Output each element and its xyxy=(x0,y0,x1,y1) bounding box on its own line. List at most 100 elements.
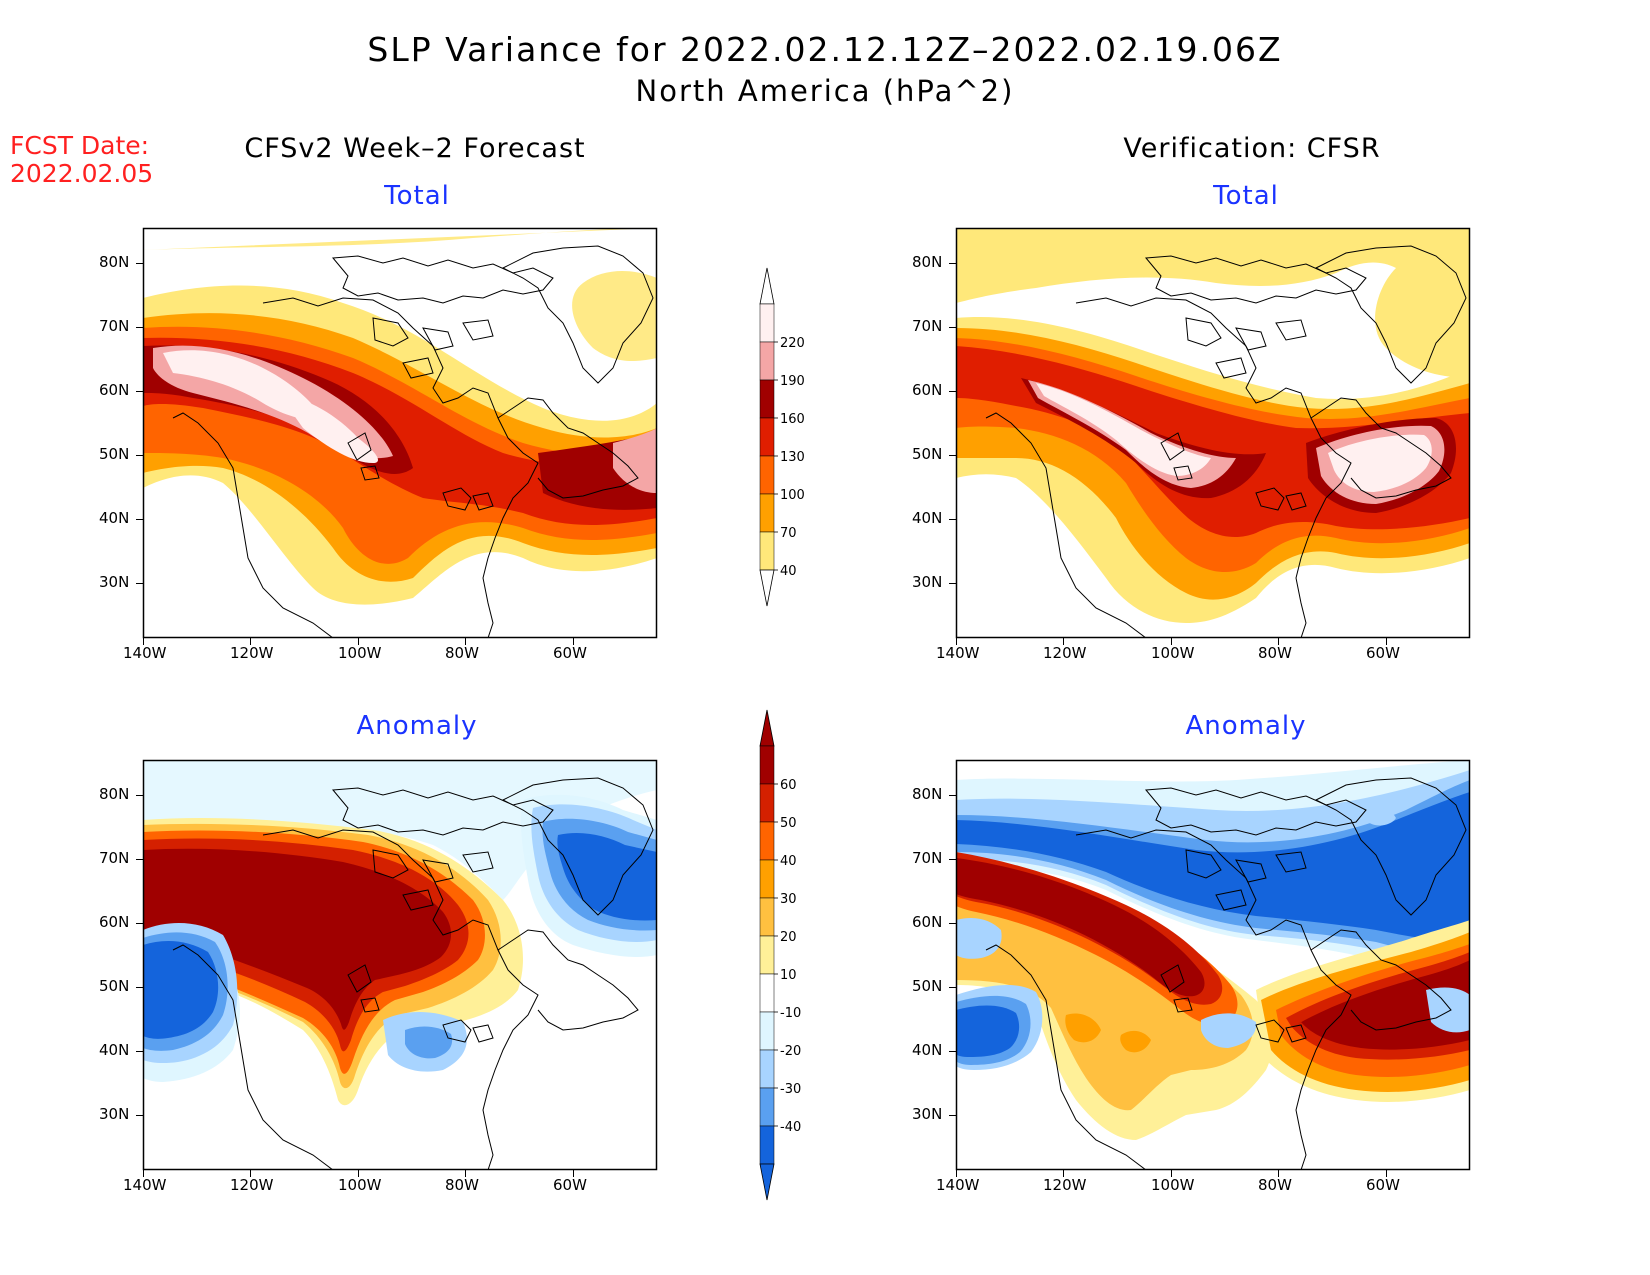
colorbar-swatch xyxy=(760,860,774,898)
colorbar-swatch xyxy=(760,1088,774,1126)
map-forecast-total xyxy=(143,228,657,642)
colorbar-swatch xyxy=(760,342,774,380)
lat-tick-mark xyxy=(949,391,956,392)
lat-tick-label: 70N xyxy=(99,317,129,335)
lat-tick-mark xyxy=(136,455,143,456)
colorbar-level-label: 40 xyxy=(780,564,797,579)
colorbar-level-label: 10 xyxy=(780,968,797,983)
colorbar-level-label: -30 xyxy=(780,1082,801,1097)
colorbar-swatch xyxy=(760,456,774,494)
colorbar-swatch xyxy=(760,746,774,784)
colorbar-level-label: 70 xyxy=(780,526,797,541)
lon-tick-label: 100W xyxy=(338,1176,381,1194)
lon-tick-mark xyxy=(143,1170,144,1177)
colorbar-swatch xyxy=(760,1126,774,1164)
lon-tick-label: 60W xyxy=(1366,1176,1400,1194)
lon-tick-mark xyxy=(250,1170,251,1177)
lon-tick-label: 80W xyxy=(1258,644,1292,662)
lon-tick-mark xyxy=(573,638,574,645)
lat-tick-mark xyxy=(949,923,956,924)
lat-tick-label: 30N xyxy=(912,1105,942,1123)
lon-tick-mark xyxy=(358,1170,359,1177)
panel-title-fcst-anomaly: Anomaly xyxy=(117,711,717,741)
lon-tick-label: 80W xyxy=(445,644,479,662)
lat-tick-label: 60N xyxy=(99,913,129,931)
colorbar-level-label: -20 xyxy=(780,1044,801,1059)
colorbar-swatch xyxy=(760,784,774,822)
colorbar-anomaly: 605040302010-10-20-30-40 xyxy=(760,710,830,1204)
colorbar-level-label: -10 xyxy=(780,1006,801,1021)
colorbar-level-label: 100 xyxy=(780,488,805,503)
lon-tick-label: 120W xyxy=(1043,644,1086,662)
lat-tick-label: 30N xyxy=(99,1105,129,1123)
lat-tick-mark xyxy=(136,583,143,584)
colorbar-bottom-arrow xyxy=(760,570,774,606)
verification-column-title: Verification: CFSR xyxy=(952,133,1552,164)
colorbar-swatch xyxy=(760,380,774,418)
lon-tick-label: 140W xyxy=(936,644,979,662)
lat-tick-label: 40N xyxy=(99,509,129,527)
lat-tick-label: 60N xyxy=(912,913,942,931)
lat-tick-label: 50N xyxy=(99,445,129,463)
colorbar-swatch xyxy=(760,822,774,860)
lat-tick-mark xyxy=(136,1115,143,1116)
colorbar-swatch xyxy=(760,898,774,936)
lat-tick-mark xyxy=(136,263,143,264)
colorbar-level-label: 220 xyxy=(780,336,805,351)
lon-tick-label: 120W xyxy=(230,644,273,662)
lat-tick-mark xyxy=(136,1051,143,1052)
map-verification-total xyxy=(956,228,1470,642)
lat-tick-label: 70N xyxy=(99,849,129,867)
lon-tick-mark xyxy=(1386,638,1387,645)
lat-tick-label: 50N xyxy=(912,445,942,463)
lon-tick-mark xyxy=(1063,638,1064,645)
lon-tick-mark xyxy=(1063,1170,1064,1177)
colorbar-swatch xyxy=(760,418,774,456)
lat-tick-mark xyxy=(949,583,956,584)
lon-tick-mark xyxy=(250,638,251,645)
colorbar-top-arrow xyxy=(760,710,774,746)
colorbar-swatch xyxy=(760,974,774,1012)
panel-title-verif-total: Total xyxy=(946,181,1546,211)
lon-tick-mark xyxy=(956,1170,957,1177)
colorbar-level-label: 40 xyxy=(780,854,797,869)
forecast-column-title: CFSv2 Week–2 Forecast xyxy=(115,133,715,164)
lon-tick-mark xyxy=(143,638,144,645)
lat-tick-mark xyxy=(136,923,143,924)
lat-tick-mark xyxy=(136,859,143,860)
lat-tick-mark xyxy=(136,519,143,520)
map-verification-anomaly xyxy=(956,760,1470,1174)
colorbar-level-label: 30 xyxy=(780,892,797,907)
colorbar-level-label: 60 xyxy=(780,778,797,793)
lat-tick-mark xyxy=(949,859,956,860)
lat-tick-label: 30N xyxy=(912,573,942,591)
lon-tick-label: 80W xyxy=(1258,1176,1292,1194)
lat-tick-mark xyxy=(949,519,956,520)
lon-tick-mark xyxy=(573,1170,574,1177)
colorbar-level-label: 50 xyxy=(780,816,797,831)
lon-tick-mark xyxy=(358,638,359,645)
colorbar-swatch xyxy=(760,936,774,974)
colorbar-total: 2201901601301007040 xyxy=(760,268,830,610)
lat-tick-mark xyxy=(136,391,143,392)
lat-tick-label: 40N xyxy=(912,1041,942,1059)
panel-title-fcst-total: Total xyxy=(117,181,717,211)
map-forecast-anomaly xyxy=(143,760,657,1174)
lon-tick-label: 60W xyxy=(553,644,587,662)
lat-tick-label: 70N xyxy=(912,317,942,335)
lon-tick-mark xyxy=(1278,638,1279,645)
lat-tick-mark xyxy=(949,1115,956,1116)
lat-tick-label: 40N xyxy=(912,509,942,527)
lat-tick-label: 50N xyxy=(912,977,942,995)
lat-tick-label: 80N xyxy=(99,785,129,803)
lat-tick-label: 70N xyxy=(912,849,942,867)
lon-tick-mark xyxy=(465,638,466,645)
lon-tick-mark xyxy=(465,1170,466,1177)
panel-title-verif-anomaly: Anomaly xyxy=(946,711,1546,741)
colorbar-swatch xyxy=(760,494,774,532)
lon-tick-label: 120W xyxy=(1043,1176,1086,1194)
lon-tick-mark xyxy=(1171,638,1172,645)
lat-tick-mark xyxy=(136,795,143,796)
lat-tick-label: 80N xyxy=(912,253,942,271)
main-subtitle: North America (hPa^2) xyxy=(0,74,1650,108)
